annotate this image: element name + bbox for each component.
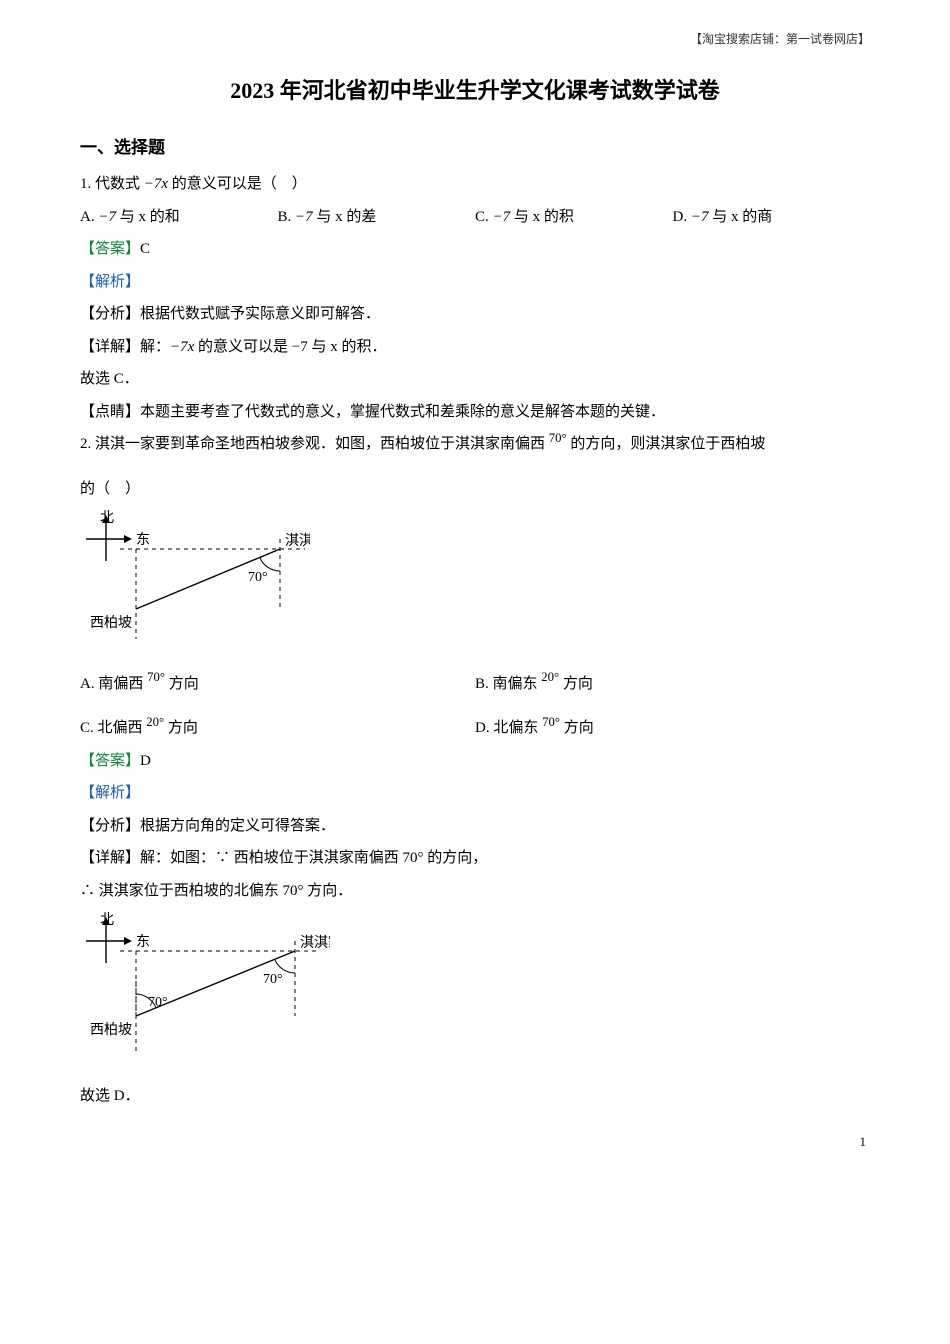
answer-value: D [140, 753, 151, 769]
angle-label: 70° [248, 570, 268, 585]
q1-detail: 【详解】解：−7x 的意义可以是 −7 与 x 的积． [80, 333, 870, 362]
q1-analysis-fx: 【分析】根据代数式赋予实际意义即可解答． [80, 300, 870, 329]
q2-answer: 【答案】D [80, 747, 870, 776]
q1-answer: 【答案】C [80, 235, 870, 264]
answer-value: C [140, 241, 150, 257]
opt-label: B. [278, 209, 296, 225]
north-label: 北 [100, 912, 114, 928]
q2-stem-pre: 2. 淇淇一家要到革命圣地西柏坡参观．如图，西柏坡位于淇淇家南偏西 [80, 436, 549, 452]
q2-stem-post: 的方向，则淇淇家位于西柏坡 [567, 436, 766, 452]
q1-stem-post: 的意义可以是（ ） [168, 176, 307, 192]
opt-text: 与 x 的差 [313, 209, 377, 225]
answer-label: 【答案】 [80, 241, 140, 257]
q2-option-b: B. 南偏东 20° 方向 [475, 670, 870, 699]
watermark-text: 【淘宝搜索店铺：第一试卷网店】 [690, 28, 870, 51]
opt-expr: −7 [493, 209, 511, 225]
q2-stem-line2: 的（ ） [80, 475, 870, 504]
angle-label: 70° [263, 972, 283, 987]
q1-tip: 【点睛】本题主要考查了代数式的意义，掌握代数式和差乘除的意义是解答本题的关键． [80, 398, 870, 427]
east-label: 东 [136, 934, 150, 950]
opt-expr: −7 [98, 209, 116, 225]
detail-expr: −7x [170, 339, 194, 355]
q1-option-d: D. −7 与 x 的商 [673, 203, 871, 232]
east-label: 东 [136, 532, 150, 548]
opt-label: D. 北偏东 [475, 720, 542, 736]
opt-text: 与 x 的和 [116, 209, 180, 225]
detail-post: 的意义可以是 −7 与 x 的积． [194, 339, 386, 355]
opt-angle: 70° [542, 715, 560, 729]
direction-diagram-svg: 北 东 淇淇家 西柏坡 70° [80, 509, 310, 649]
opt-text: 方向 [164, 720, 198, 736]
q2-therefore: 故选 D． [80, 1082, 870, 1111]
q1-analysis-label: 【解析】 [80, 268, 870, 297]
home-label: 淇淇家 [285, 532, 310, 549]
place-label: 西柏坡 [90, 615, 132, 631]
opt-angle: 70° [147, 670, 165, 684]
q2-options: A. 南偏西 70° 方向 B. 南偏东 20° 方向 C. 北偏西 20° 方… [80, 670, 870, 743]
q2-detail-1: 【详解】解：如图：∵ 西柏坡位于淇淇家南偏西 70° 的方向， [80, 844, 870, 873]
q2-analysis-fx: 【分析】根据方向角的定义可得答案． [80, 812, 870, 841]
opt-text: 方向 [560, 720, 594, 736]
q2-detail-2: ∴ 淇淇家位于西柏坡的北偏东 70° 方向． [80, 877, 870, 906]
opt-expr: −7 [691, 209, 709, 225]
opt-label: C. [475, 209, 493, 225]
detail-pre: 【详解】解： [80, 339, 170, 355]
q1-therefore: 故选 C． [80, 365, 870, 394]
opt-label: C. 北偏西 [80, 720, 146, 736]
answer-label: 【答案】 [80, 753, 140, 769]
q2-option-d: D. 北偏东 70° 方向 [475, 714, 870, 743]
place-label: 西柏坡 [90, 1022, 132, 1038]
direction-diagram-svg: 北 东 淇淇家 西柏坡 70° 70° [80, 911, 330, 1061]
exam-title: 2023 年河北省初中毕业生升学文化课考试数学试卷 [80, 70, 870, 112]
q1-stem-pre: 1. 代数式 [80, 176, 144, 192]
q1-stem: 1. 代数式 −7x 的意义可以是（ ） [80, 170, 870, 199]
opt-text: 方向 [559, 676, 593, 692]
q2-analysis-label: 【解析】 [80, 779, 870, 808]
arrowhead-icon [124, 937, 132, 945]
section-heading: 一、选择题 [80, 132, 870, 164]
opt-text: 方向 [165, 676, 199, 692]
q2-diagram-1: 北 东 淇淇家 西柏坡 70° [80, 509, 870, 660]
page-number: 1 [80, 1130, 870, 1155]
q2-option-c: C. 北偏西 20° 方向 [80, 714, 475, 743]
home-label: 淇淇家 [300, 934, 330, 951]
opt-label: B. 南偏东 [475, 676, 541, 692]
opt-angle: 20° [146, 715, 164, 729]
q2-option-a: A. 南偏西 70° 方向 [80, 670, 475, 699]
opt-text: 与 x 的积 [510, 209, 574, 225]
q1-option-c: C. −7 与 x 的积 [475, 203, 673, 232]
opt-angle: 20° [541, 670, 559, 684]
arrowhead-icon [124, 535, 132, 543]
opt-label: A. 南偏西 [80, 676, 147, 692]
q1-option-b: B. −7 与 x 的差 [278, 203, 476, 232]
q2-diagram-2: 北 东 淇淇家 西柏坡 70° 70° [80, 911, 870, 1072]
angle-label: 70° [148, 995, 168, 1010]
q2-stem-angle: 70° [549, 431, 567, 445]
q1-stem-expr: −7x [144, 176, 168, 192]
north-label: 北 [100, 510, 114, 526]
opt-label: A. [80, 209, 98, 225]
q2-stem-line1: 2. 淇淇一家要到革命圣地西柏坡参观．如图，西柏坡位于淇淇家南偏西 70° 的方… [80, 430, 870, 459]
q1-options: A. −7 与 x 的和 B. −7 与 x 的差 C. −7 与 x 的积 D… [80, 203, 870, 232]
opt-label: D. [673, 209, 691, 225]
opt-expr: −7 [295, 209, 313, 225]
opt-text: 与 x 的商 [708, 209, 772, 225]
q1-option-a: A. −7 与 x 的和 [80, 203, 278, 232]
